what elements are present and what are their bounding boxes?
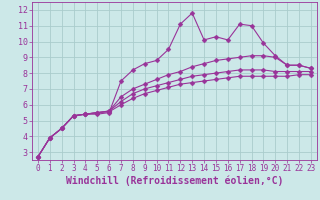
X-axis label: Windchill (Refroidissement éolien,°C): Windchill (Refroidissement éolien,°C) <box>66 176 283 186</box>
